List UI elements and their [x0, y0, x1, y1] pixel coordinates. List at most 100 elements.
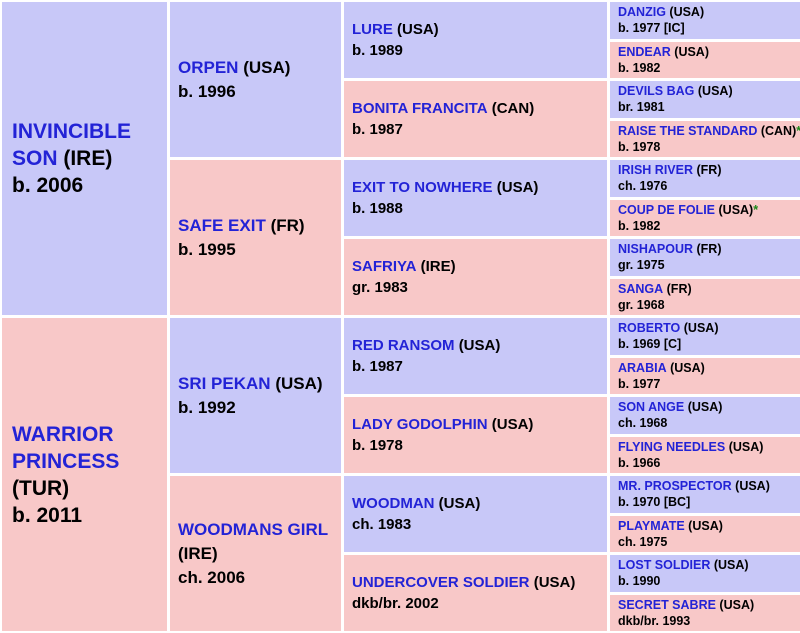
birth-info: br. 1981 — [618, 100, 665, 115]
horse-name[interactable]: SECRET SABRE — [618, 597, 716, 612]
country-code: (USA) — [491, 416, 534, 433]
birth-info: dkb/br. 1993 — [618, 613, 691, 628]
horse-name[interactable]: LURE — [352, 21, 393, 38]
birth-info: ch. 1983 — [352, 516, 412, 533]
gen4-dam-cell: SECRET SABRE (USA) dkb/br. 1993 — [610, 594, 800, 631]
birth-info: b. 1977 [IC] — [618, 21, 685, 36]
horse-name[interactable]: RED RANSOM — [352, 337, 455, 354]
country-code: (USA) — [697, 84, 733, 99]
horse-name[interactable]: UNDERCOVER SOLDIER — [352, 574, 530, 591]
horse-name[interactable]: DEVILS BAG — [618, 84, 695, 99]
horse-name[interactable]: NISHAPOUR — [618, 242, 694, 257]
gen4-dam-cell: ENDEAR (USA) b. 1982 — [610, 41, 800, 78]
horse-name[interactable]: LOST SOLDIER — [618, 558, 711, 573]
birth-info: b. 1989 — [352, 42, 403, 59]
gen3-sire-cell: WOODMAN (USA) ch. 1983 — [344, 476, 607, 552]
birth-info: b. 1982 — [618, 60, 661, 75]
country-code: (USA) — [728, 439, 764, 454]
gen3-dam-cell: UNDERCOVER SOLDIER (USA) dkb/br. 2002 — [344, 555, 607, 631]
country-code: (FR) — [270, 215, 305, 235]
gen4-sire-cell: DEVILS BAG (USA) br. 1981 — [610, 81, 800, 118]
country-code: (USA) — [397, 21, 439, 38]
country-code: (TUR) — [12, 476, 70, 500]
horse-name[interactable]: IRISH RIVER — [618, 163, 694, 178]
birth-info: b. 1969 [C] — [618, 337, 682, 352]
country-code: (USA) — [243, 57, 291, 77]
horse-name[interactable]: BONITA FRANCITA — [352, 100, 488, 117]
horse-name[interactable]: ROBERTO — [618, 321, 681, 336]
birth-info: b. 1992 — [178, 397, 236, 417]
horse-name[interactable]: LADY GODOLPHIN — [352, 416, 488, 433]
country-code: (IRE) — [420, 258, 456, 275]
gen3-dam-cell: SAFRIYA (IRE) gr. 1983 — [344, 239, 607, 315]
gen3-sire-cell: RED RANSOM (USA) b. 1987 — [344, 318, 607, 394]
country-code: (USA) — [669, 5, 705, 20]
horse-name[interactable]: DANZIG — [618, 5, 666, 20]
granddam-cell: SAFE EXIT (FR) b. 1995 — [170, 160, 341, 315]
horse-name[interactable]: SON ANGE — [618, 400, 685, 415]
birth-info: dkb/br. 2002 — [352, 595, 439, 612]
horse-name[interactable]: ORPEN — [178, 57, 239, 77]
horse-name[interactable]: WOODMAN — [352, 495, 435, 512]
country-code: (USA) — [670, 360, 705, 375]
country-code: (USA) — [674, 44, 709, 59]
horse-name[interactable]: RAISE THE STANDARD — [618, 123, 758, 138]
horse-name[interactable]: ARABIA — [618, 360, 667, 375]
country-code: (USA) — [719, 597, 755, 612]
horse-name[interactable]: SAFRIYA — [352, 258, 417, 275]
birth-info: b. 2011 — [12, 503, 83, 527]
country-code: (USA) — [683, 321, 719, 336]
granddam-cell: WOODMANS GIRL (IRE) ch. 2006 — [170, 476, 341, 631]
country-code: (USA) — [688, 518, 723, 533]
gen4-dam-cell: COUP DE FOLIE (USA)* b. 1982 — [610, 199, 800, 236]
country-code: (USA) — [496, 179, 539, 196]
birth-info: b. 1970 [BC] — [618, 495, 691, 510]
horse-name[interactable]: WOODMANS GIRL — [178, 519, 329, 539]
birth-info: b. 1978 — [352, 437, 403, 454]
birth-info: ch. 1976 — [618, 179, 668, 194]
birth-info: b. 1987 — [352, 358, 403, 375]
country-code: (FR) — [696, 163, 722, 178]
birth-info: b. 1988 — [352, 200, 403, 217]
horse-name[interactable]: PLAYMATE — [618, 518, 685, 533]
gen3-dam-cell: BONITA FRANCITA (CAN) b. 1987 — [344, 81, 607, 157]
gen4-dam-cell: PLAYMATE (USA) ch. 1975 — [610, 515, 800, 552]
birth-info: b. 1990 — [618, 574, 661, 589]
star-mark: * — [753, 202, 759, 217]
country-code: (USA) — [718, 202, 754, 217]
horse-name[interactable]: SRI PEKAN — [178, 373, 271, 393]
birth-info: b. 1995 — [178, 239, 236, 259]
horse-name[interactable]: INVINCIBLE SON — [12, 120, 132, 170]
horse-name[interactable]: FLYING NEEDLES — [618, 439, 726, 454]
horse-name[interactable]: MR. PROSPECTOR — [618, 479, 732, 494]
gen4-dam-cell: FLYING NEEDLES (USA) b. 1966 — [610, 436, 800, 473]
horse-name[interactable]: EXIT TO NOWHERE — [352, 179, 493, 196]
birth-info: gr. 1983 — [352, 279, 408, 296]
country-code: (USA) — [713, 558, 749, 573]
birth-info: b. 1966 — [618, 455, 661, 470]
horse-name[interactable]: COUP DE FOLIE — [618, 202, 716, 217]
horse-name[interactable]: SANGA — [618, 281, 664, 296]
gen4-sire-cell: SON ANGE (USA) ch. 1968 — [610, 397, 800, 434]
gen3-sire-cell: LURE (USA) b. 1989 — [344, 2, 607, 78]
birth-info: ch. 2006 — [178, 567, 246, 587]
horse-name[interactable]: SAFE EXIT — [178, 215, 266, 235]
gen4-sire-cell: NISHAPOUR (FR) gr. 1975 — [610, 239, 800, 276]
birth-info: b. 1987 — [352, 121, 403, 138]
birth-info: ch. 1975 — [618, 534, 668, 549]
birth-info: b. 1996 — [178, 81, 236, 101]
birth-info: b. 1977 — [618, 376, 661, 391]
gen4-sire-cell: IRISH RIVER (FR) ch. 1976 — [610, 160, 800, 197]
country-code: (USA) — [275, 373, 323, 393]
country-code: (USA) — [458, 337, 501, 354]
horse-name[interactable]: ENDEAR — [618, 44, 671, 59]
country-code: (USA) — [533, 574, 576, 591]
country-code: (USA) — [438, 495, 481, 512]
birth-info: gr. 1968 — [618, 297, 665, 312]
horse-name[interactable]: WARRIOR PRINCESS — [12, 422, 120, 473]
country-code: (CAN) — [491, 100, 535, 117]
country-code: (CAN) — [760, 123, 797, 138]
gen4-sire-cell: MR. PROSPECTOR (USA) b. 1970 [BC] — [610, 476, 800, 513]
birth-info: ch. 1968 — [618, 416, 668, 431]
gen4-dam-cell: RAISE THE STANDARD (CAN)* b. 1978 — [610, 120, 800, 157]
